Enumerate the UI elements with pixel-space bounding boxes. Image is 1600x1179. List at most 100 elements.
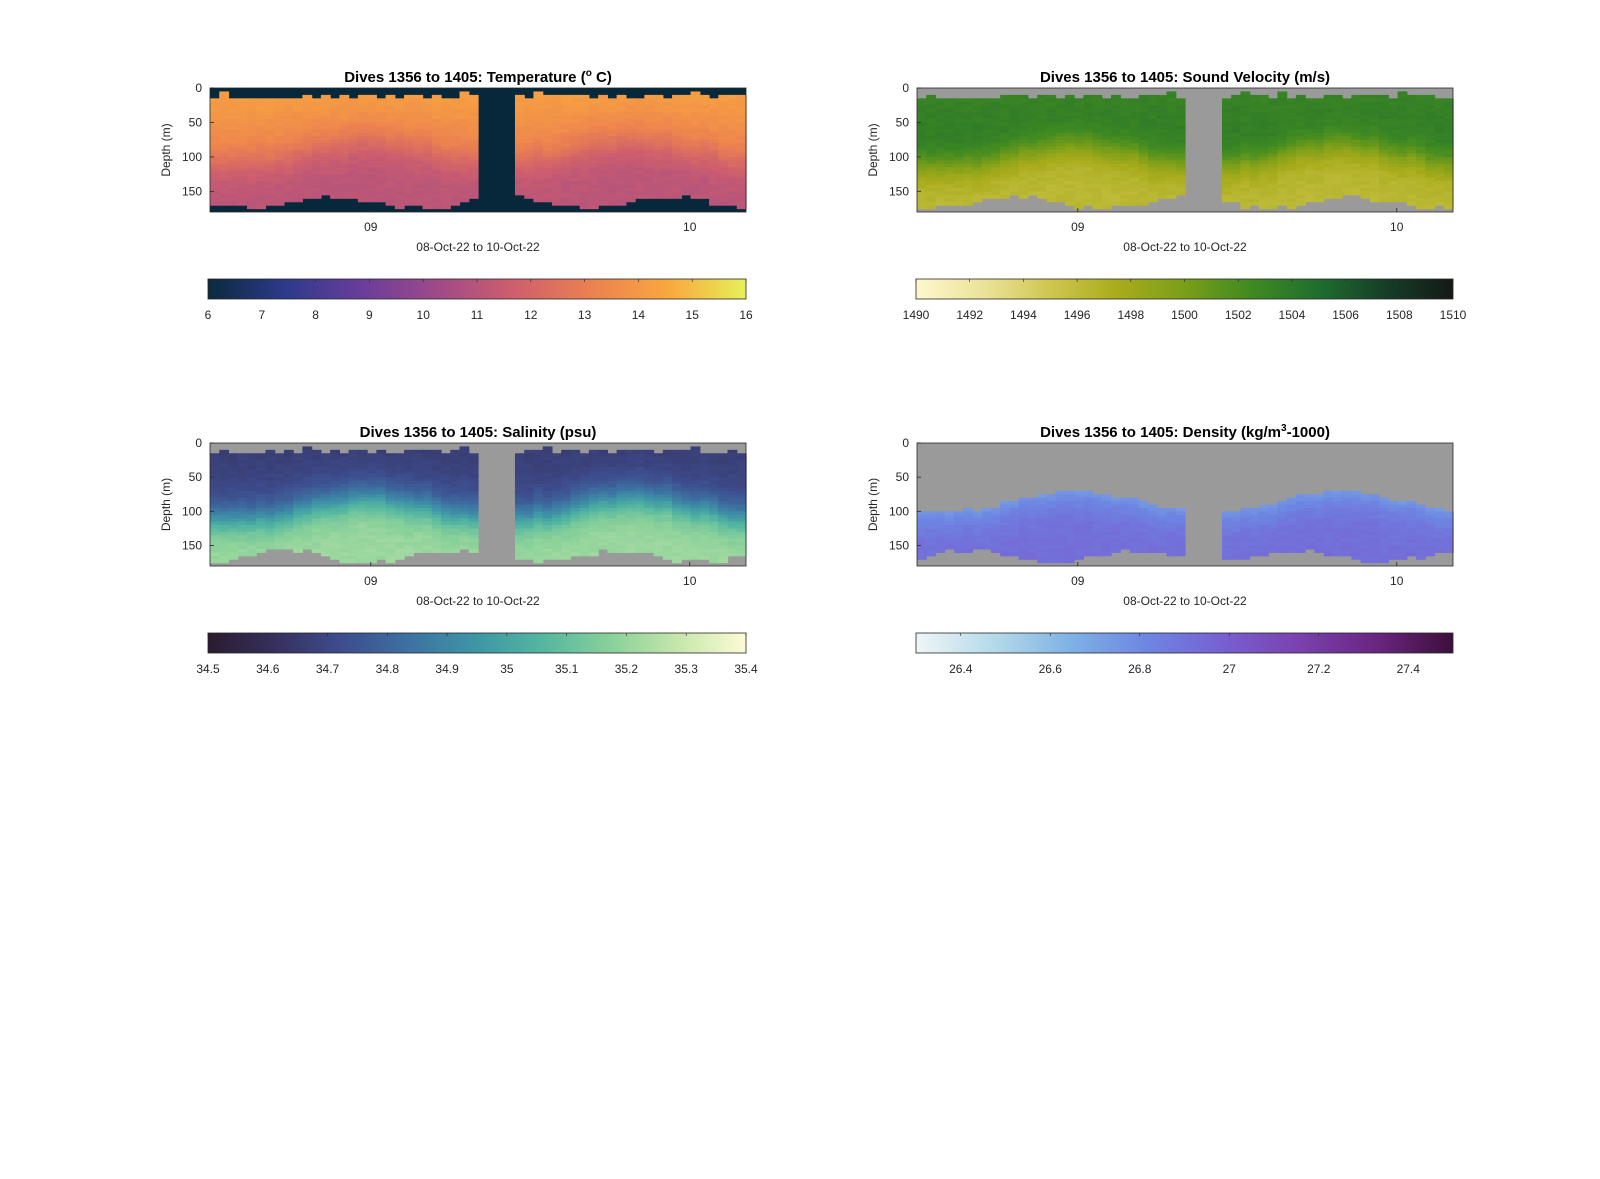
heatmap-cell	[1379, 115, 1389, 120]
heatmap-cell	[727, 139, 738, 144]
heatmap-cell	[210, 504, 220, 509]
heatmap-cell	[1425, 94, 1436, 99]
heatmap-cell	[1369, 198, 1380, 203]
heatmap-cell	[1157, 132, 1168, 137]
heatmap-cell	[1360, 94, 1371, 99]
heatmap-cell	[672, 484, 682, 489]
heatmap-cell	[644, 143, 655, 148]
heatmap-cell	[237, 497, 248, 502]
heatmap-cell	[579, 514, 590, 519]
heatmap-cell	[514, 122, 525, 127]
heatmap-cell	[533, 504, 544, 509]
heatmap-cell	[1083, 181, 1094, 186]
heatmap-cell	[1166, 112, 1177, 117]
heatmap-cell	[1111, 163, 1121, 168]
heatmap-cell	[413, 477, 424, 482]
heatmap-cell	[690, 150, 701, 155]
heatmap-cell	[524, 146, 535, 151]
heatmap-cell	[404, 105, 414, 110]
heatmap-cell	[293, 119, 304, 124]
heatmap-cell	[256, 514, 267, 519]
heatmap-cell	[598, 198, 608, 203]
heatmap-cell	[394, 466, 405, 471]
heatmap-cell	[1240, 194, 1251, 199]
heatmap-cell	[963, 115, 974, 120]
heatmap-cell	[1101, 105, 1112, 110]
heatmap-cell	[1379, 129, 1389, 134]
heatmap-cell	[1360, 132, 1371, 137]
heatmap-cell	[385, 487, 396, 492]
heatmap-cell	[283, 484, 294, 489]
heatmap-cell	[237, 453, 248, 458]
heatmap-cell	[672, 105, 682, 110]
heatmap-cell	[274, 122, 285, 127]
heatmap-cell	[357, 125, 368, 130]
heatmap-cell	[246, 119, 257, 124]
heatmap-cell	[963, 139, 974, 144]
heatmap-cell	[441, 463, 451, 468]
heatmap-cell	[441, 146, 451, 151]
heatmap-cell	[1046, 153, 1057, 158]
colorbar-tick-label: 1498	[1117, 308, 1144, 322]
heatmap-cell	[1064, 129, 1075, 134]
heatmap-cell	[394, 125, 405, 130]
colorbar-tick-label: 1510	[1440, 308, 1467, 322]
heatmap-cell	[570, 160, 581, 165]
heatmap-cell	[598, 163, 608, 168]
heatmap-cell	[265, 466, 276, 471]
heatmap-cell	[1231, 112, 1242, 117]
heatmap-cell	[981, 187, 992, 192]
heatmap-cell	[357, 150, 368, 155]
heatmap-cell	[311, 449, 322, 454]
heatmap-cell	[450, 194, 461, 199]
heatmap-cell	[926, 194, 937, 199]
heatmap-cell	[431, 129, 442, 134]
heatmap-cell	[1000, 112, 1011, 117]
heatmap-cell	[625, 156, 636, 161]
heatmap-cell	[1064, 150, 1075, 155]
heatmap-cell	[699, 504, 710, 509]
heatmap-cell	[598, 160, 608, 165]
heatmap-cell	[357, 477, 368, 482]
heatmap-cell	[1425, 198, 1436, 203]
heatmap-cell	[1027, 187, 1038, 192]
heatmap-cell	[1166, 163, 1177, 168]
heatmap-cell	[690, 91, 701, 96]
heatmap-cell	[533, 559, 544, 564]
heatmap-cell	[616, 480, 627, 485]
heatmap-cell	[926, 201, 937, 206]
heatmap-cell	[413, 129, 424, 134]
heatmap-cell	[228, 146, 239, 151]
heatmap-cell	[542, 129, 553, 134]
heatmap-cell	[1240, 146, 1251, 151]
heatmap-cell	[210, 542, 220, 547]
heatmap-cell	[210, 501, 220, 506]
heatmap-cell	[1434, 156, 1445, 161]
heatmap-cell	[376, 181, 387, 186]
heatmap-cell	[1277, 105, 1288, 110]
heatmap-cell	[607, 122, 618, 127]
heatmap-cell	[283, 501, 294, 506]
heatmap-cell	[339, 139, 350, 144]
heatmap-cell	[468, 105, 479, 110]
heatmap-cell	[302, 535, 313, 540]
heatmap-cell	[1009, 187, 1020, 192]
heatmap-cell	[1277, 198, 1288, 203]
heatmap-cell	[450, 160, 461, 165]
heatmap-cell	[1120, 194, 1131, 199]
heatmap-cell	[1388, 108, 1399, 113]
heatmap-cell	[1074, 170, 1084, 175]
heatmap-cell	[653, 112, 664, 117]
heatmap-cell	[579, 101, 590, 106]
heatmap-cell	[450, 201, 461, 206]
heatmap-cell	[1037, 167, 1047, 172]
heatmap-cell	[718, 119, 729, 124]
heatmap-cell	[293, 163, 304, 168]
temperature-title-superscript: o	[586, 68, 592, 79]
heatmap-cell	[237, 456, 248, 461]
heatmap-cell	[1397, 153, 1408, 158]
heatmap-cell	[524, 139, 535, 144]
heatmap-cell	[367, 115, 377, 120]
heatmap-cell	[944, 167, 955, 172]
heatmap-cell	[1221, 170, 1232, 175]
